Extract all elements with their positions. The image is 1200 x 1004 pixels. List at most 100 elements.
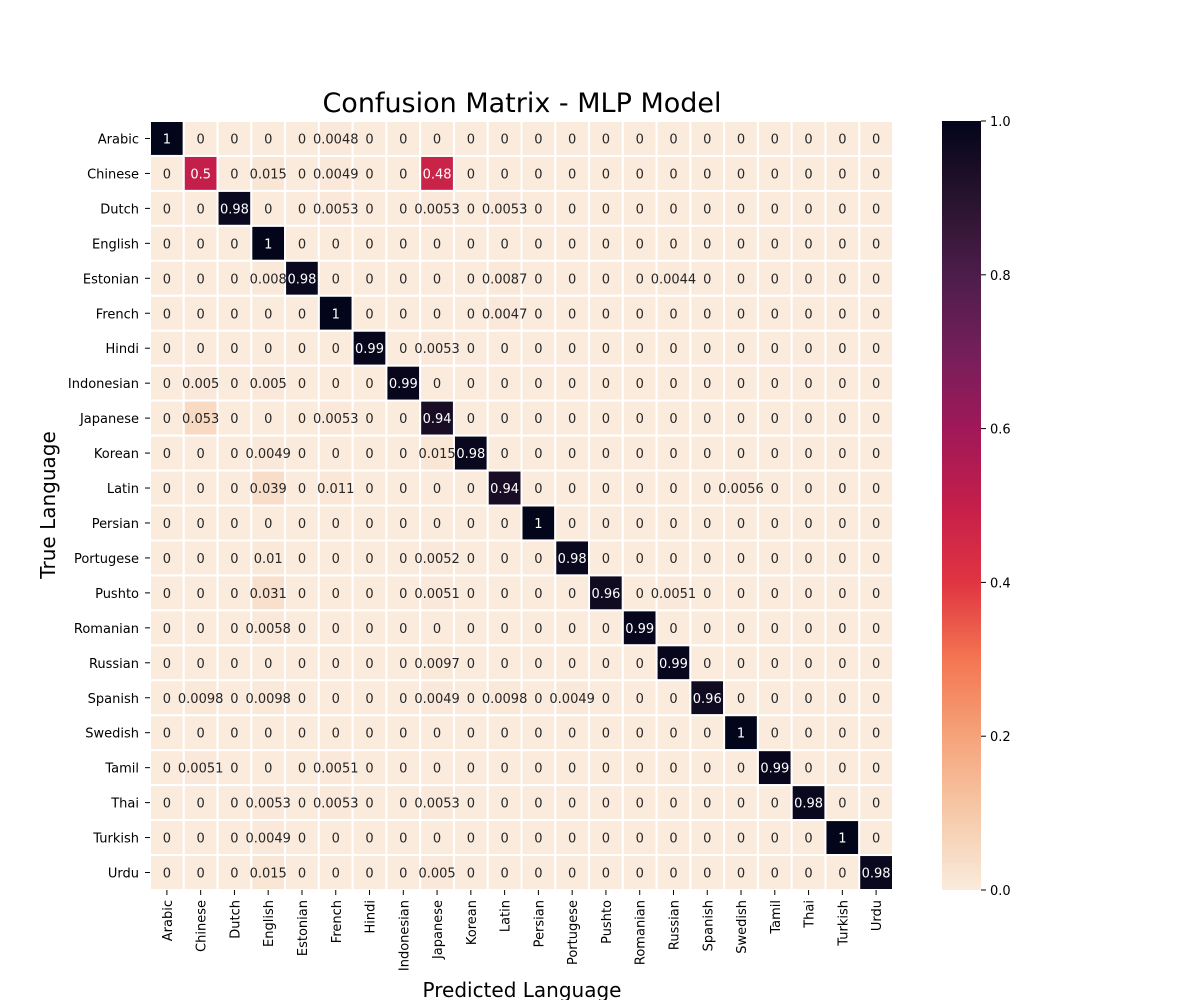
cell-annotation: 0	[197, 657, 205, 672]
heatmap-cell	[554, 329, 591, 367]
cell-annotation: 0	[602, 482, 610, 497]
cell-annotation: 0	[264, 202, 272, 217]
cell-annotation: 0	[872, 552, 880, 567]
cell-annotation: 0	[197, 587, 205, 602]
cell-annotation: 0	[197, 272, 205, 287]
heatmap-cell	[588, 364, 624, 402]
heatmap-cell	[588, 154, 624, 192]
cell-annotation: 0	[568, 237, 576, 252]
heatmap-cell	[250, 504, 287, 542]
cell-annotation: 0	[298, 657, 306, 672]
cell-annotation: 0	[872, 412, 880, 427]
cell-annotation: 0.0053	[482, 202, 528, 217]
heatmap-cell	[689, 189, 726, 227]
cell-annotation: 0	[872, 517, 880, 532]
heatmap-cell	[149, 854, 185, 892]
heatmap-cell	[250, 609, 287, 647]
heatmap-cell	[182, 854, 219, 892]
cell-annotation: 0	[737, 377, 745, 392]
cell-annotation: 0	[365, 167, 373, 182]
y-tick-label: Pushto	[95, 587, 139, 602]
cell-annotation: 0	[298, 307, 306, 322]
cell-annotation: 0	[804, 657, 812, 672]
cell-annotation: 0	[332, 272, 340, 287]
heatmap-cell	[385, 539, 422, 577]
cell-annotation: 0	[602, 447, 610, 462]
cell-annotation: 0	[872, 587, 880, 602]
x-tick-label: Urdu	[870, 900, 885, 931]
cell-annotation: 0	[804, 587, 812, 602]
heatmap-cell	[351, 609, 388, 647]
cell-annotation: 0	[298, 517, 306, 532]
cell-annotation: 0	[197, 622, 205, 637]
heatmap-cell	[250, 854, 287, 892]
heatmap-cell	[756, 749, 793, 787]
cell-annotation: 0	[872, 132, 880, 147]
heatmap-cell	[723, 854, 759, 892]
cell-annotation: 0	[365, 762, 373, 777]
cell-annotation: 0	[399, 202, 407, 217]
heatmap-cell	[858, 224, 895, 262]
cell-annotation: 0	[636, 692, 644, 707]
heatmap-cell	[790, 189, 827, 227]
cell-annotation: 0	[298, 587, 306, 602]
heatmap-cell	[452, 329, 489, 367]
cell-annotation: 0	[197, 482, 205, 497]
heatmap-cell	[858, 504, 895, 542]
heatmap-cell	[756, 469, 793, 507]
cell-annotation: 0	[771, 517, 779, 532]
cell-annotation: 0	[467, 307, 475, 322]
cell-annotation: 0.99	[625, 622, 654, 637]
x-tick-label: Chinese	[195, 900, 210, 952]
cell-annotation: 0	[163, 412, 171, 427]
y-axis-label: True Language	[36, 431, 60, 580]
cell-annotation: 0	[737, 307, 745, 322]
heatmap-cell	[419, 784, 455, 822]
heatmap-cell	[250, 749, 287, 787]
heatmap-cell	[756, 644, 793, 682]
cell-annotation: 0	[703, 342, 711, 357]
cell-annotation: 0.011	[317, 482, 354, 497]
cell-annotation: 0.0052	[414, 552, 460, 567]
heatmap-cell	[723, 399, 759, 437]
heatmap-cell	[723, 504, 759, 542]
cell-annotation: 0	[669, 692, 677, 707]
heatmap-cell	[284, 854, 320, 892]
heatmap-cell	[554, 819, 591, 857]
cell-annotation: 0	[602, 412, 610, 427]
cell-annotation: 0	[804, 377, 812, 392]
cell-annotation: 0	[771, 412, 779, 427]
y-tick-label: Latin	[107, 482, 139, 497]
cell-annotation: 0	[838, 132, 846, 147]
heatmap-cell	[317, 399, 354, 437]
cell-annotation: 0	[636, 237, 644, 252]
cell-annotation: 0	[636, 517, 644, 532]
heatmap-cell	[723, 784, 759, 822]
heatmap-cell	[824, 434, 861, 472]
cell-annotation: 0.5	[190, 167, 211, 182]
cell-annotation: 0	[399, 307, 407, 322]
cell-annotation: 0	[500, 342, 508, 357]
cell-annotation: 0	[230, 657, 238, 672]
cell-annotation: 0	[163, 762, 171, 777]
heatmap-cell	[588, 819, 624, 857]
cell-annotation: 0	[804, 132, 812, 147]
cell-annotation: 0	[399, 447, 407, 462]
cell-annotation: 0	[534, 762, 542, 777]
cell-annotation: 0.98	[794, 797, 823, 812]
cell-annotation: 0	[230, 832, 238, 847]
cell-annotation: 0	[737, 412, 745, 427]
cell-annotation: 0	[602, 377, 610, 392]
cell-annotation: 0	[872, 482, 880, 497]
cell-annotation: 0	[872, 377, 880, 392]
cell-annotation: 0.98	[288, 272, 317, 287]
cell-annotation: 0	[669, 447, 677, 462]
heatmap-cell	[858, 854, 895, 892]
cell-annotation: 0.0049	[245, 447, 291, 462]
heatmap-cell	[452, 504, 489, 542]
cell-annotation: 0	[636, 167, 644, 182]
cell-annotation: 0	[771, 622, 779, 637]
cell-annotation: 0	[737, 237, 745, 252]
cell-annotation: 0	[804, 832, 812, 847]
cell-annotation: 0	[332, 587, 340, 602]
